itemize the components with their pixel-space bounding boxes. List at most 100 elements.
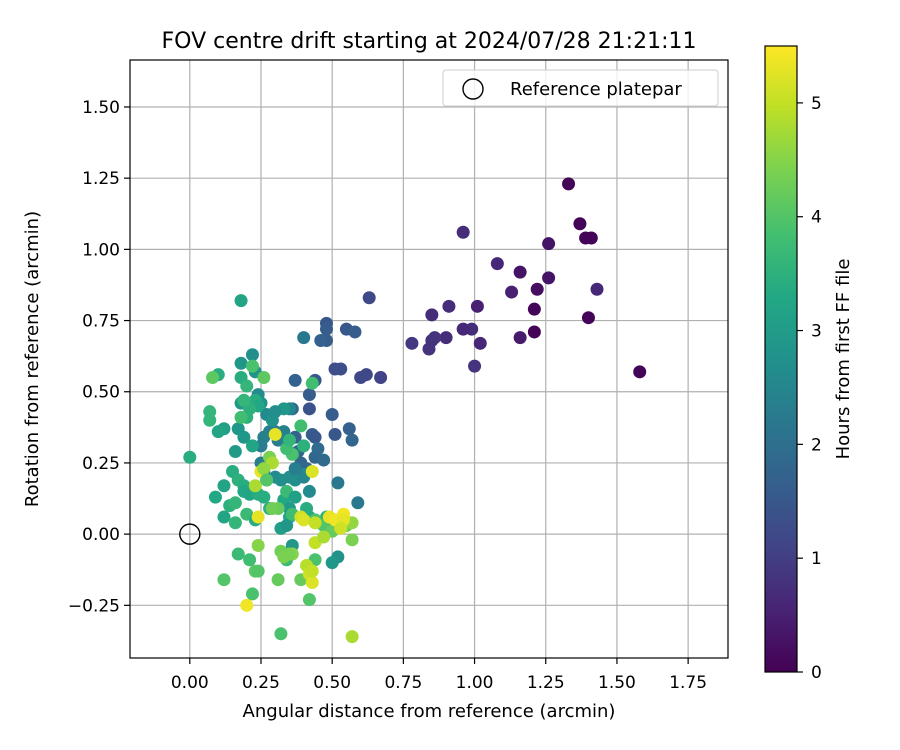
- data-point: [297, 513, 311, 527]
- data-point: [257, 462, 271, 476]
- data-point: [490, 257, 504, 271]
- y-tick-label: −0.25: [68, 596, 120, 616]
- data-point: [280, 519, 294, 533]
- data-point: [573, 217, 587, 231]
- colorbar: 0 1 2 3 4 5 Hours from first FF file: [764, 45, 854, 683]
- colorbar-tick-label: 3: [811, 322, 822, 342]
- data-point: [211, 425, 225, 439]
- x-tick-label: 1.00: [456, 673, 494, 693]
- data-point: [302, 484, 316, 498]
- y-tick-label: 1.25: [82, 169, 120, 189]
- data-point: [562, 177, 576, 191]
- data-point: [271, 573, 285, 587]
- data-point: [217, 479, 231, 493]
- x-tick-label: 0.25: [242, 673, 280, 693]
- data-point: [345, 533, 359, 547]
- data-point: [456, 322, 470, 336]
- data-point: [305, 576, 319, 590]
- data-point: [260, 473, 274, 487]
- data-point: [231, 422, 245, 436]
- data-point: [505, 285, 519, 299]
- data-point: [288, 490, 302, 504]
- x-axis-ticks: 0.00 0.25 0.50 0.75 1.00 1.25 1.50 1.75: [171, 658, 707, 693]
- colorbar-tick-label: 1: [811, 549, 822, 569]
- data-point: [317, 530, 331, 544]
- data-point: [319, 322, 333, 336]
- colorbar-gradient: [764, 45, 798, 673]
- x-tick-label: 1.25: [527, 673, 565, 693]
- data-point: [257, 490, 271, 504]
- data-point: [203, 413, 217, 427]
- colorbar-tick-label: 5: [811, 94, 822, 114]
- data-point: [217, 573, 231, 587]
- data-point: [240, 598, 254, 612]
- data-point: [428, 331, 442, 345]
- data-point: [245, 587, 259, 601]
- data-point: [231, 547, 245, 561]
- data-point: [265, 502, 279, 515]
- data-point: [442, 299, 456, 313]
- data-point: [348, 325, 362, 339]
- plot-background: [130, 60, 728, 658]
- data-point: [251, 539, 265, 553]
- data-point: [331, 476, 345, 490]
- data-point: [268, 405, 282, 419]
- data-point: [314, 333, 328, 347]
- data-point: [288, 373, 302, 387]
- data-point: [234, 410, 248, 424]
- data-point: [217, 510, 231, 524]
- y-tick-label: 0.75: [82, 312, 120, 332]
- data-point: [542, 271, 556, 285]
- colorbar-ticks: 0 1 2 3 4 5: [797, 94, 822, 683]
- data-point: [228, 445, 242, 459]
- data-point: [297, 331, 311, 345]
- data-point: [245, 439, 259, 453]
- data-point: [294, 419, 308, 433]
- data-point: [311, 442, 325, 456]
- data-point: [251, 564, 265, 578]
- legend-box: [442, 69, 719, 107]
- data-point: [342, 422, 356, 436]
- x-tick-label: 1.50: [598, 673, 636, 693]
- data-point: [328, 362, 342, 376]
- colorbar-tick-label: 0: [811, 663, 822, 683]
- data-point: [302, 402, 316, 416]
- data-point: [234, 294, 248, 308]
- data-point: [206, 371, 220, 385]
- colorbar-label: Hours from first FF file: [833, 259, 854, 460]
- data-point: [274, 627, 288, 641]
- data-point: [425, 308, 439, 322]
- y-axis-label: Rotation from reference (arcmin): [22, 211, 43, 507]
- y-tick-label: 0.25: [82, 454, 120, 474]
- data-point: [183, 450, 197, 464]
- data-point: [527, 325, 541, 339]
- data-point: [325, 556, 339, 570]
- data-point: [308, 430, 322, 444]
- data-point: [513, 331, 527, 345]
- plot-frame: [129, 59, 729, 659]
- data-point: [288, 462, 302, 476]
- data-point: [530, 282, 544, 296]
- chart-title: FOV centre drift starting at 2024/07/28 …: [162, 29, 697, 54]
- data-point: [297, 439, 311, 453]
- data-point: [513, 265, 527, 279]
- data-point: [542, 237, 556, 251]
- y-tick-label: 0.50: [82, 383, 120, 403]
- y-tick-label: 1.00: [82, 240, 120, 260]
- data-point: [240, 379, 254, 393]
- data-point: [234, 356, 248, 370]
- data-point: [245, 359, 259, 373]
- data-point: [584, 231, 598, 245]
- data-point: [308, 516, 322, 530]
- data-point: [468, 359, 482, 373]
- data-point: [257, 371, 271, 385]
- data-point: [470, 299, 484, 313]
- data-point: [237, 393, 251, 407]
- data-point: [305, 376, 319, 390]
- legend-label: Reference platepar: [510, 79, 682, 100]
- data-point: [362, 291, 376, 305]
- data-points: [183, 177, 647, 644]
- legend-marker: [462, 78, 484, 100]
- data-point: [633, 365, 647, 379]
